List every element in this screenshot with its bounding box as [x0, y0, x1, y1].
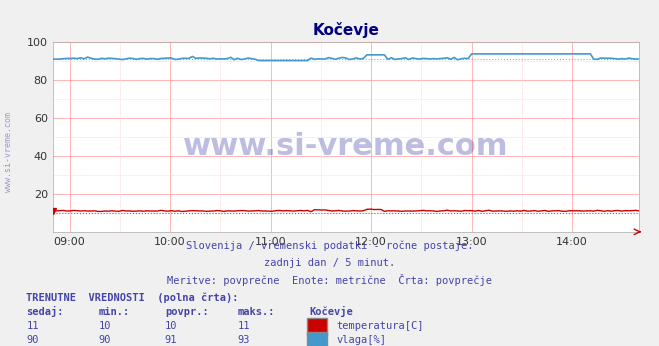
Text: 11: 11: [237, 321, 250, 331]
Text: 10: 10: [99, 321, 111, 331]
Text: 90: 90: [99, 335, 111, 345]
Text: vlaga[%]: vlaga[%]: [336, 335, 386, 345]
Text: 10: 10: [165, 321, 177, 331]
Text: min.:: min.:: [99, 307, 130, 317]
Text: 11: 11: [26, 321, 39, 331]
Text: www.si-vreme.com: www.si-vreme.com: [183, 132, 509, 161]
Text: Meritve: povprečne  Enote: metrične  Črta: povprečje: Meritve: povprečne Enote: metrične Črta:…: [167, 274, 492, 286]
Title: Kočevje: Kočevje: [312, 21, 380, 38]
Text: maks.:: maks.:: [237, 307, 275, 317]
Text: 90: 90: [26, 335, 39, 345]
Text: 91: 91: [165, 335, 177, 345]
Text: povpr.:: povpr.:: [165, 307, 208, 317]
Text: temperatura[C]: temperatura[C]: [336, 321, 424, 331]
Text: sedaj:: sedaj:: [26, 306, 64, 317]
Text: Slovenija / vremenski podatki - ročne postaje.: Slovenija / vremenski podatki - ročne po…: [186, 240, 473, 251]
Text: zadnji dan / 5 minut.: zadnji dan / 5 minut.: [264, 258, 395, 268]
Text: TRENUTNE  VREDNOSTI  (polna črta):: TRENUTNE VREDNOSTI (polna črta):: [26, 292, 239, 303]
Text: 93: 93: [237, 335, 250, 345]
Text: Kočevje: Kočevje: [310, 306, 353, 317]
Text: www.si-vreme.com: www.si-vreme.com: [4, 112, 13, 192]
